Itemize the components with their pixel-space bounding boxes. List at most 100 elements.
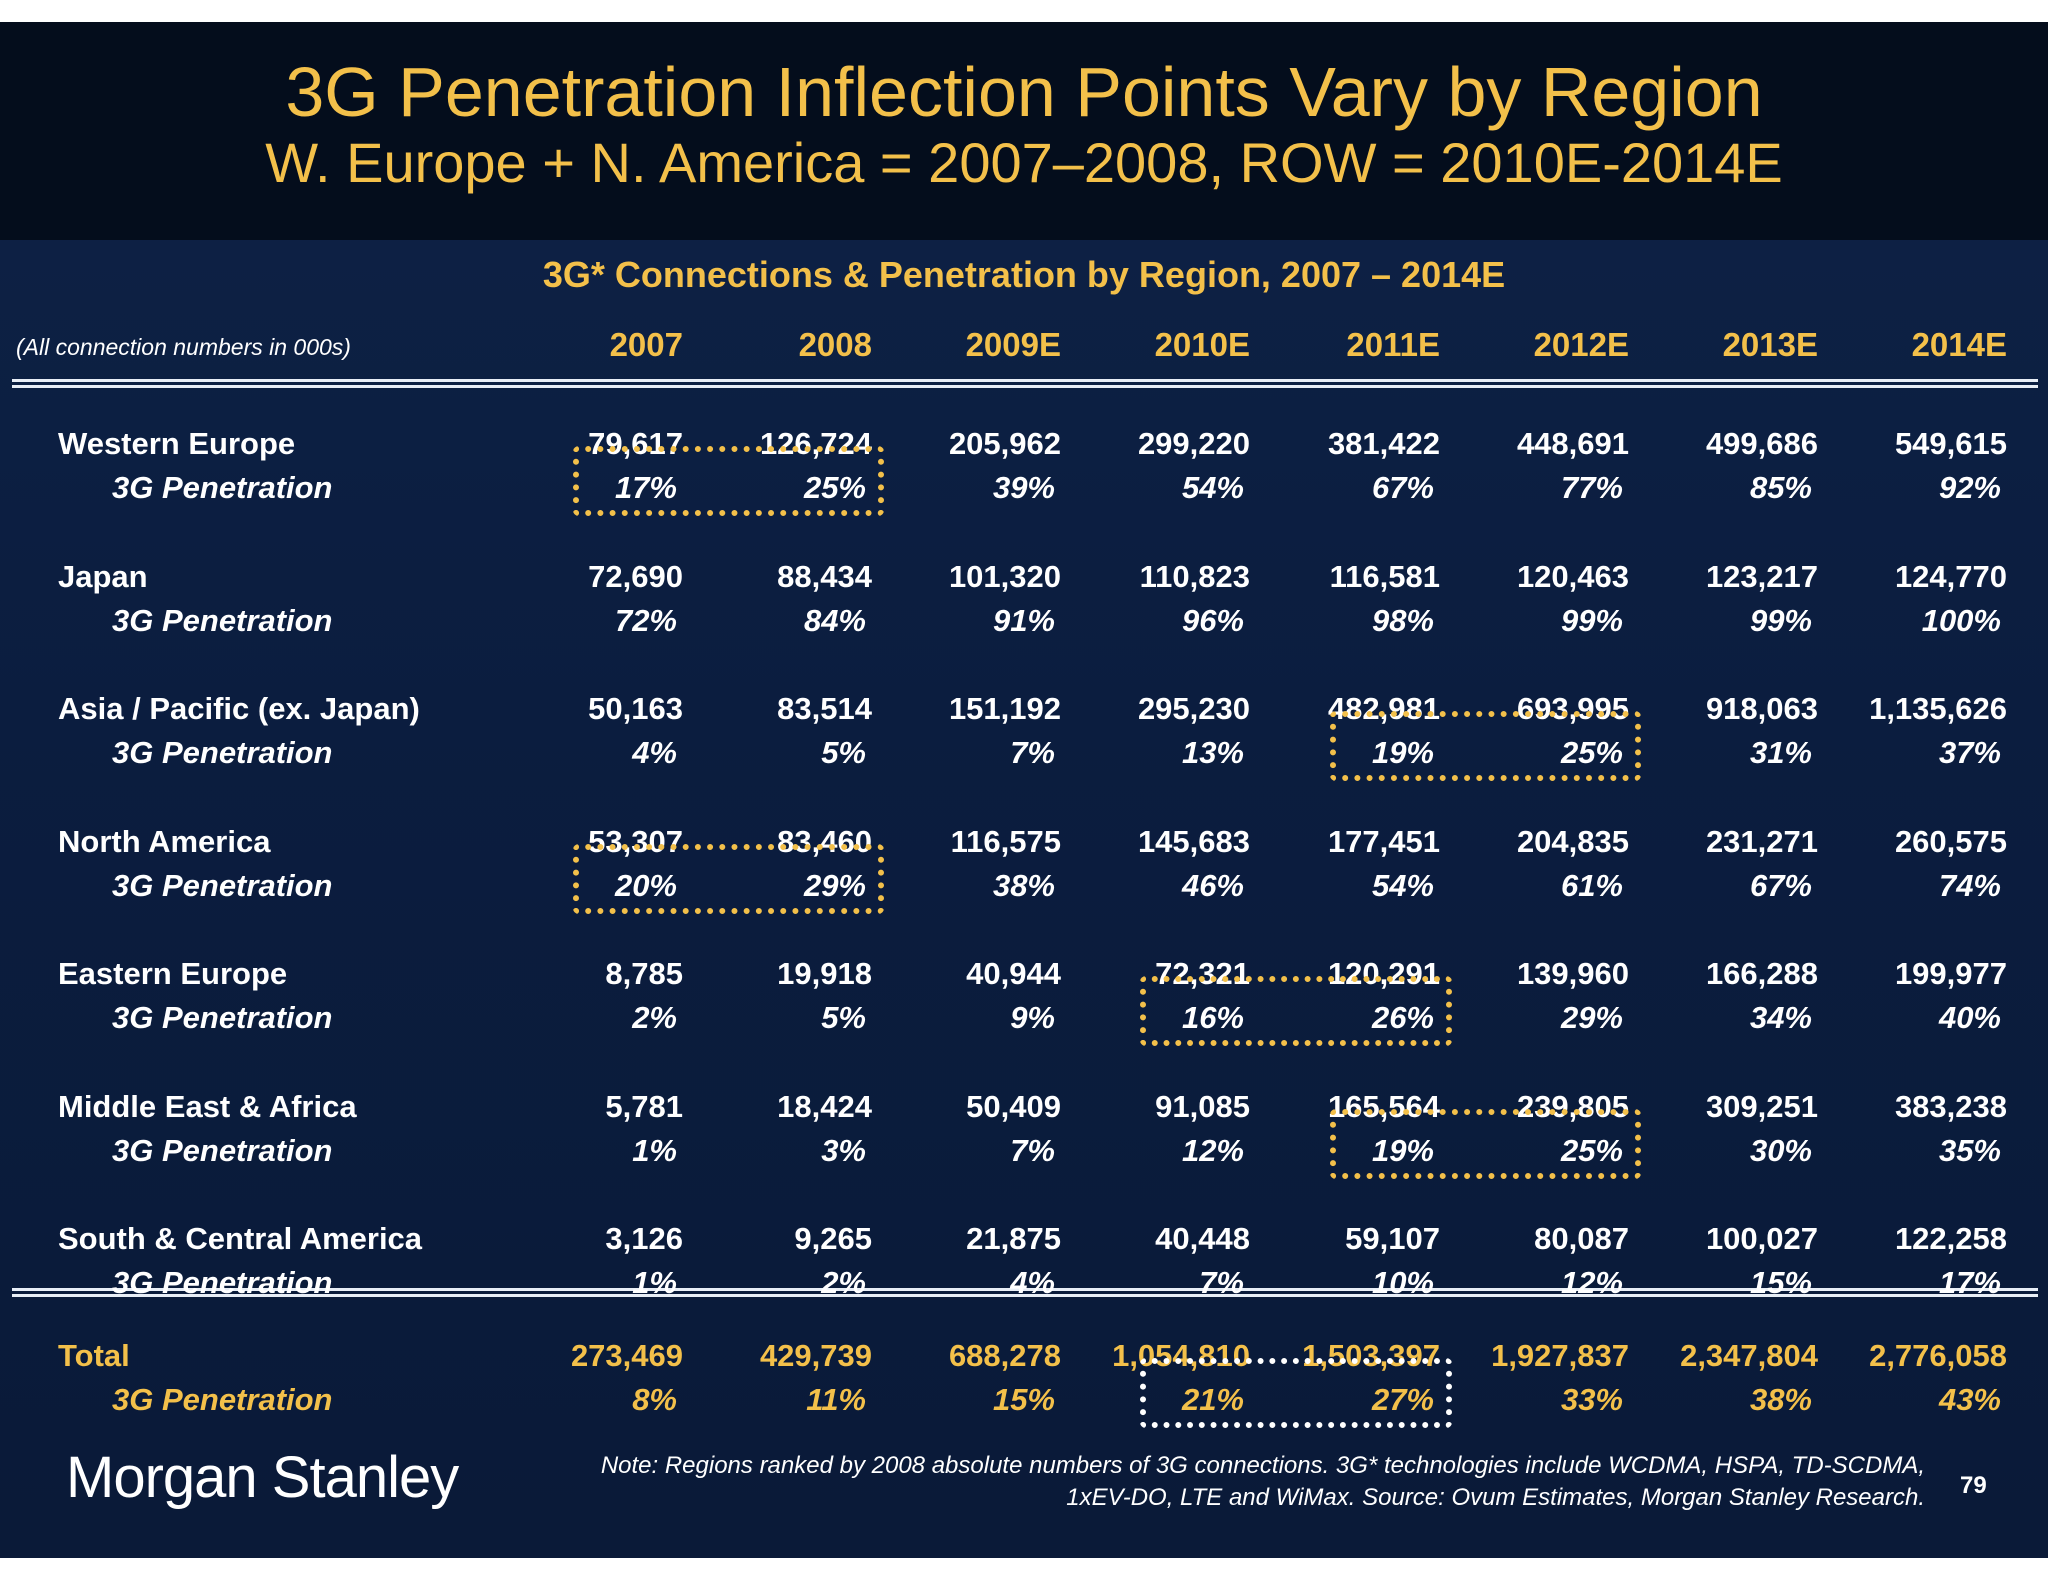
connections-cell: 166,288 — [1705, 956, 1818, 991]
penetration-cell: 98% — [1371, 603, 1434, 638]
connections-cell: 204,835 — [1516, 824, 1629, 859]
column-header-2008: 2008 — [798, 326, 872, 363]
penetration-label: 3G Penetration — [112, 735, 333, 770]
penetration-cell: 25% — [1560, 735, 1623, 770]
penetration-cell: 54% — [1371, 868, 1434, 903]
penetration-cell: 92% — [1938, 470, 2001, 505]
penetration-cell: 29% — [1560, 1000, 1623, 1035]
total-double-rule — [12, 1288, 2038, 1297]
connections-cell: 5,781 — [605, 1089, 683, 1124]
column-header-2007: 2007 — [609, 326, 683, 363]
penetration-cell: 19% — [1371, 1133, 1434, 1168]
connections-cell: 18,424 — [777, 1089, 872, 1124]
penetration-cell: 2% — [821, 1265, 866, 1300]
slide-title: 3G Penetration Inflection Points Vary by… — [285, 53, 1763, 131]
connections-cell: 72,321 — [1155, 956, 1250, 991]
penetration-cell: 91% — [992, 603, 1055, 638]
highlight-box — [573, 446, 884, 516]
penetration-cell: 10% — [1371, 1265, 1434, 1300]
connections-cell: 239,805 — [1516, 1089, 1629, 1124]
connections-cell: 2,347,804 — [1680, 1338, 1818, 1373]
footnote-line-2: 1xEV-DO, LTE and WiMax. Source: Ovum Est… — [1066, 1484, 1925, 1511]
connections-cell: 59,107 — [1345, 1221, 1440, 1256]
penetration-cell: 84% — [803, 603, 866, 638]
penetration-cell: 7% — [1010, 1133, 1055, 1168]
connections-cell: 110,823 — [1139, 559, 1250, 594]
penetration-label: 3G Penetration — [112, 1000, 333, 1035]
penetration-cell: 15% — [1749, 1265, 1812, 1300]
connections-cell: 100,027 — [1705, 1221, 1818, 1256]
connections-cell: 299,220 — [1137, 426, 1250, 461]
connections-cell: 83,460 — [777, 824, 872, 859]
penetration-label: 3G Penetration — [112, 1133, 333, 1168]
penetration-cell: 77% — [1560, 470, 1623, 505]
connections-cell: 1,135,626 — [1869, 691, 2007, 726]
footnote: Note: Regions ranked by 2008 absolute nu… — [480, 1450, 1925, 1514]
connections-cell: 53,307 — [588, 824, 683, 859]
penetration-cell: 7% — [1199, 1265, 1244, 1300]
penetration-cell: 34% — [1749, 1000, 1812, 1035]
penetration-cell: 17% — [1938, 1265, 2001, 1300]
connections-cell: 1,503,397 — [1302, 1338, 1440, 1373]
connections-cell: 549,615 — [1894, 426, 2007, 461]
connections-cell: 126,724 — [759, 426, 872, 461]
connections-cell: 260,575 — [1894, 824, 2007, 859]
penetration-cell: 17% — [614, 470, 677, 505]
penetration-cell: 37% — [1938, 735, 2001, 770]
penetration-cell: 29% — [803, 868, 866, 903]
penetration-cell: 20% — [614, 868, 677, 903]
region-label: Western Europe — [58, 426, 296, 461]
region-label: South & Central America — [58, 1221, 423, 1256]
connections-cell: 429,739 — [759, 1338, 872, 1373]
penetration-cell: 4% — [1010, 1265, 1055, 1300]
penetration-cell: 61% — [1560, 868, 1623, 903]
column-header-2012e: 2012E — [1533, 326, 1629, 363]
penetration-cell: 74% — [1938, 868, 2001, 903]
region-label: Eastern Europe — [58, 956, 288, 991]
region-label: Japan — [58, 559, 148, 594]
connections-cell: 383,238 — [1894, 1089, 2007, 1124]
column-header-2011e: 2011E — [1346, 326, 1440, 363]
slide: 3G Penetration Inflection Points Vary by… — [0, 22, 2048, 1558]
connections-cell: 40,448 — [1155, 1221, 1250, 1256]
connections-cell: 124,770 — [1894, 559, 2007, 594]
penetration-cell: 99% — [1749, 603, 1812, 638]
connections-cell: 40,944 — [966, 956, 1061, 991]
connections-cell: 123,217 — [1705, 559, 1818, 594]
connections-cell: 693,995 — [1516, 691, 1629, 726]
penetration-cell: 5% — [821, 1000, 866, 1035]
connections-cell: 19,918 — [777, 956, 872, 991]
penetration-cell: 26% — [1371, 1000, 1434, 1035]
connections-cell: 83,514 — [777, 691, 872, 726]
connections-cell: 165,564 — [1327, 1089, 1440, 1124]
penetration-cell: 12% — [1560, 1265, 1623, 1300]
connections-cell: 116,581 — [1329, 559, 1440, 594]
column-header-2010e: 2010E — [1154, 326, 1250, 363]
penetration-label: 3G Penetration — [112, 470, 333, 505]
penetration-cell: 99% — [1560, 603, 1623, 638]
column-header-2013e: 2013E — [1722, 326, 1818, 363]
penetration-cell: 85% — [1749, 470, 1812, 505]
connections-cell: 273,469 — [570, 1338, 683, 1373]
connections-cell: 151,192 — [948, 691, 1061, 726]
connections-cell: 50,409 — [966, 1089, 1061, 1124]
penetration-cell: 27% — [1371, 1382, 1434, 1417]
penetration-cell: 43% — [1938, 1382, 2001, 1417]
connections-cell: 72,690 — [588, 559, 683, 594]
connections-cell: 139,960 — [1516, 956, 1629, 991]
penetration-cell: 38% — [1749, 1382, 1812, 1417]
connections-cell: 79,617 — [588, 426, 683, 461]
connections-cell: 88,434 — [777, 559, 872, 594]
penetration-cell: 12% — [1181, 1133, 1244, 1168]
header-double-rule — [12, 379, 2038, 388]
footnote-line-1: Note: Regions ranked by 2008 absolute nu… — [600, 1452, 1925, 1479]
units-note: (All connection numbers in 000s) — [16, 334, 351, 360]
total-label: Total — [58, 1338, 130, 1373]
connections-cell: 918,063 — [1705, 691, 1818, 726]
connections-cell: 80,087 — [1534, 1221, 1629, 1256]
connections-cell: 381,422 — [1327, 426, 1440, 461]
highlight-box — [1330, 1109, 1641, 1179]
connections-cell: 199,977 — [1894, 956, 2007, 991]
connections-cell: 3,126 — [605, 1221, 683, 1256]
highlight-box — [573, 844, 884, 914]
